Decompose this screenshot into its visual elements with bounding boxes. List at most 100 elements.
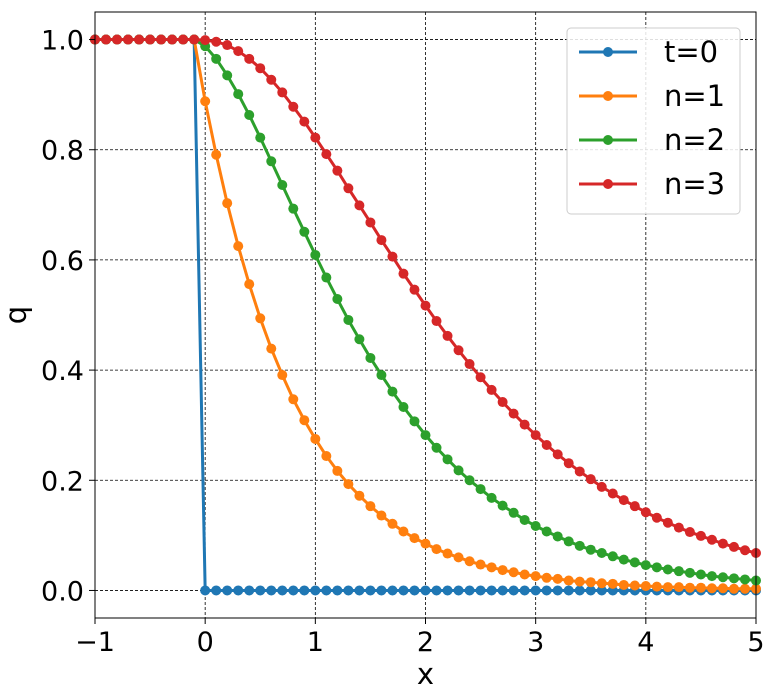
legend-items: t=0 n=1 n=2 n=3 [579,35,725,201]
data-point [552,585,563,596]
data-point [475,484,486,495]
data-point [420,585,431,596]
data-point [288,203,299,214]
data-point [563,458,574,469]
data-point [354,200,365,211]
data-point [288,394,299,405]
data-point [222,198,233,209]
y-tick-label: 1.0 [41,26,84,57]
legend: t=0 n=1 n=2 n=3 [566,27,741,215]
data-point [695,569,706,580]
data-point [475,372,486,383]
legend-marker [603,179,613,189]
data-point [508,567,519,578]
data-point [321,272,332,283]
data-point [464,475,475,486]
data-point [475,559,486,570]
data-point [288,101,299,112]
data-point [486,585,497,596]
data-point [629,557,640,568]
data-point [453,345,464,356]
data-point [387,585,398,596]
data-point [574,466,585,477]
data-point [310,249,321,260]
data-point [211,149,222,160]
x-tick-label: 0 [197,627,214,658]
legend-label: n=1 [664,79,725,113]
legend-item: n=1 [579,79,725,113]
data-point [409,416,420,427]
data-point [530,585,541,596]
data-point [233,585,244,596]
data-point [398,402,409,412]
data-point [464,359,475,370]
x-axis-ticks: −1 0 1 2 3 4 5 [75,618,765,658]
data-point [365,352,376,363]
legend-label: n=2 [664,123,725,157]
data-point [222,70,233,81]
data-point [607,488,618,499]
data-point [365,217,376,228]
data-point [420,430,431,441]
data-point [431,442,442,453]
data-point [310,433,321,444]
data-point [519,585,530,596]
data-point [442,330,453,341]
data-point [332,165,343,176]
data-point [299,415,310,426]
data-point [673,582,684,593]
data-point [607,551,618,562]
y-tick-label: 0.4 [41,356,84,387]
data-point [420,300,431,311]
data-point [145,34,156,45]
data-point [574,585,585,596]
data-point [475,585,486,596]
data-point [684,567,695,578]
data-point [431,585,442,596]
data-point [673,566,684,577]
data-point [706,534,717,545]
y-axis-label: q [0,306,33,324]
data-point [409,533,420,544]
data-point [299,116,310,127]
data-point [486,492,497,503]
data-point [343,585,354,596]
data-point [541,585,552,596]
data-point [244,585,255,596]
y-tick-label: 0.8 [41,136,84,167]
data-point [453,465,464,476]
data-point [343,183,354,194]
data-point [266,343,277,354]
data-point [332,294,343,305]
data-point [574,576,585,587]
data-point [343,479,354,490]
data-point [607,578,618,589]
data-point [651,512,662,523]
data-point [123,34,134,45]
data-point [706,583,717,594]
data-point [519,419,530,430]
data-point [200,96,211,107]
data-point [728,541,739,552]
data-point [684,527,695,538]
data-point [167,34,178,45]
data-point [541,440,552,451]
legend-item: t=0 [579,35,718,69]
x-tick-label: 5 [747,627,764,658]
data-point [244,53,255,64]
data-point [266,156,277,167]
data-point [299,585,310,596]
data-point [211,36,222,47]
data-point [277,87,288,98]
data-point [508,585,519,596]
data-point [695,530,706,541]
data-point [541,572,552,583]
data-point [453,585,464,596]
data-point [530,521,541,531]
data-point [552,449,563,460]
data-point [728,573,739,584]
data-point [442,454,453,465]
data-point [354,334,365,345]
data-point [409,585,420,596]
legend-item: n=2 [579,123,725,157]
